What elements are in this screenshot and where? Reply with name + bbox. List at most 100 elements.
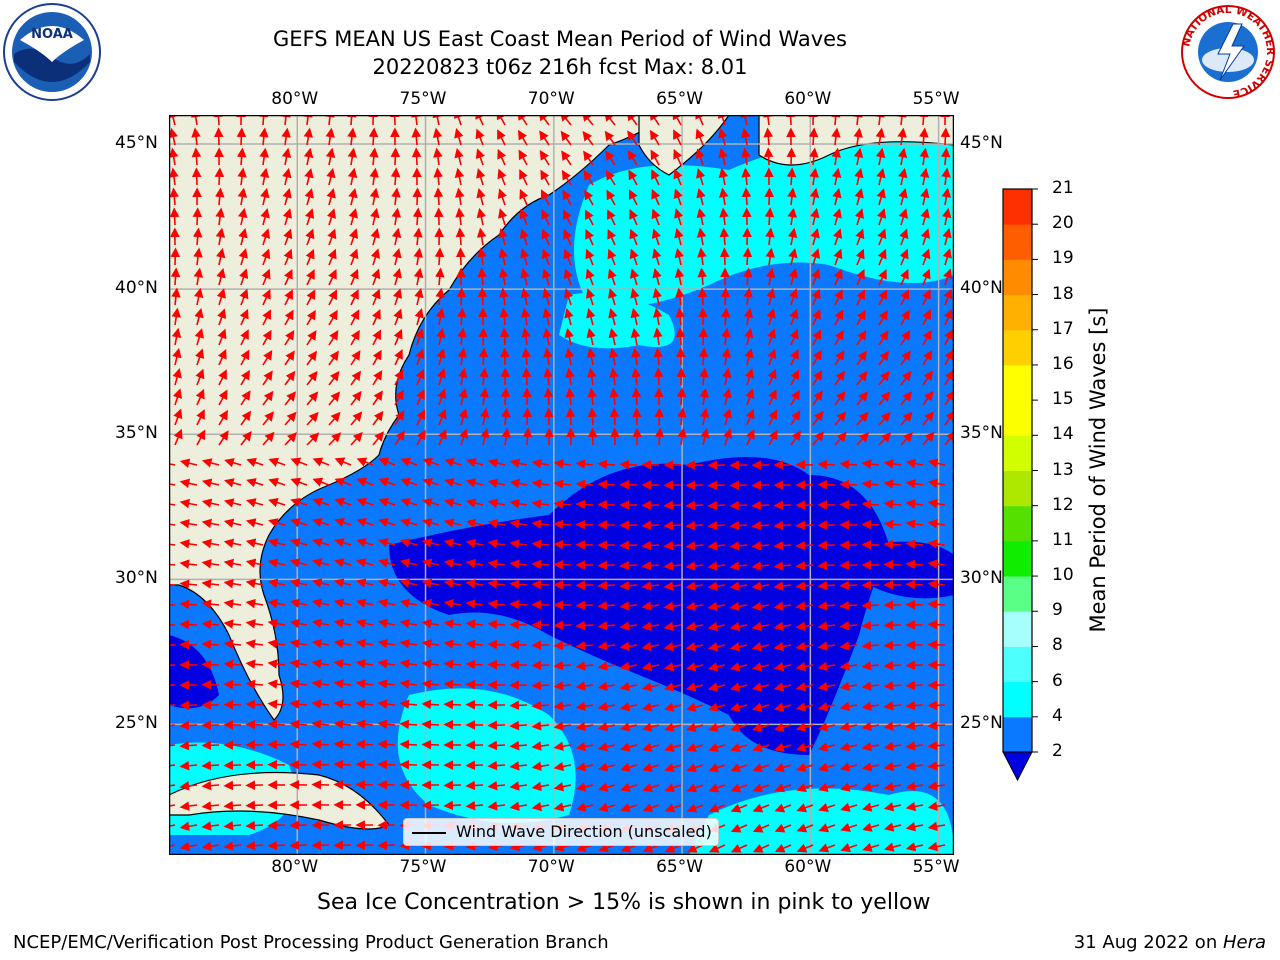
wind-wave-arrow [169, 563, 176, 566]
wind-wave-arrow [773, 500, 792, 511]
wind-wave-arrow [433, 167, 443, 186]
wind-wave-arrow [201, 740, 220, 751]
wind-wave-arrow [216, 288, 226, 306]
wind-wave-arrow [651, 228, 661, 246]
lat-tick-label: 30°N [960, 568, 1003, 589]
wind-wave-arrow [509, 720, 528, 731]
wind-wave-arrow [195, 368, 205, 386]
wind-wave-arrow [730, 783, 748, 793]
wind-wave-arrow [768, 389, 777, 406]
wind-wave-arrow [224, 458, 242, 468]
wind-wave-arrow [707, 621, 726, 632]
wind-wave-arrow [171, 307, 181, 326]
wind-wave-arrow [564, 307, 574, 326]
wind-wave-arrow [560, 115, 572, 126]
wind-wave-arrow [795, 560, 814, 571]
wind-wave-arrow [663, 682, 682, 692]
wind-wave-arrow [729, 520, 748, 531]
wind-wave-arrow [303, 127, 314, 146]
wind-wave-arrow [311, 618, 330, 629]
wind-wave-arrow [239, 308, 249, 326]
wind-wave-arrow [810, 228, 820, 246]
wind-wave-arrow [708, 803, 726, 813]
wind-wave-arrow [900, 330, 911, 346]
wind-wave-arrow [284, 350, 295, 366]
wind-wave-arrow [213, 115, 224, 126]
wind-wave-arrow [774, 803, 792, 813]
wind-wave-arrow [391, 187, 401, 206]
wind-wave-arrow [327, 248, 337, 266]
wind-wave-arrow [326, 167, 336, 186]
wind-wave-arrow [674, 247, 684, 266]
wind-wave-arrow [284, 330, 295, 346]
wind-wave-arrow [719, 207, 729, 226]
wind-wave-arrow [817, 601, 836, 611]
wind-wave-arrow [218, 430, 229, 446]
wind-wave-arrow [333, 699, 352, 709]
wind-wave-arrow [745, 388, 755, 406]
wind-wave-arrow [861, 701, 880, 711]
lat-tick-label: 35°N [960, 423, 1003, 444]
wind-wave-arrow [811, 309, 821, 326]
wind-wave-arrow [787, 207, 797, 226]
wind-wave-arrow [378, 538, 396, 548]
wind-wave-arrow [284, 370, 296, 386]
wind-wave-arrow [695, 128, 705, 146]
wind-wave-arrow [619, 641, 638, 651]
wind-wave-arrow [422, 477, 440, 488]
wind-wave-arrow [306, 411, 319, 426]
wind-wave-arrow [444, 498, 462, 508]
wind-wave-arrow [281, 115, 291, 126]
wind-wave-arrow [436, 348, 446, 366]
wind-wave-arrow [787, 227, 798, 246]
wind-wave-arrow [620, 762, 638, 772]
wind-wave-arrow [944, 390, 954, 406]
wind-wave-arrow [169, 115, 178, 126]
wind-wave-arrow [553, 519, 572, 530]
wind-wave-arrow [584, 189, 594, 206]
wind-wave-arrow [201, 478, 220, 488]
wind-wave-arrow [619, 681, 638, 692]
wind-wave-arrow [355, 719, 374, 729]
wind-wave-arrow [540, 189, 550, 206]
wind-wave-arrow [922, 411, 934, 426]
wind-wave-arrow [392, 247, 402, 266]
wind-wave-arrow [767, 368, 777, 386]
wind-wave-arrow [179, 579, 198, 589]
wind-wave-arrow [708, 763, 726, 773]
wind-wave-arrow [764, 207, 775, 226]
wind-wave-arrow [563, 268, 573, 286]
wind-wave-arrow [377, 840, 396, 851]
wind-wave-arrow [217, 328, 227, 346]
wind-wave-arrow [861, 640, 880, 651]
wind-wave-arrow [413, 267, 424, 286]
wind-wave-arrow [664, 803, 682, 813]
wind-wave-arrow [421, 618, 440, 629]
wind-wave-arrow [378, 497, 396, 507]
wind-wave-arrow [443, 679, 462, 690]
wind-wave-arrow [766, 308, 776, 326]
wind-wave-arrow [563, 228, 573, 246]
sea-ice-note: Sea Ice Concentration > 15% is shown in … [317, 890, 931, 915]
wind-wave-arrow [169, 784, 176, 787]
wind-wave-arrow [878, 269, 887, 286]
wind-wave-arrow [333, 658, 352, 669]
wind-wave-arrow [509, 478, 528, 489]
wind-wave-arrow [245, 578, 264, 589]
wind-wave-arrow [795, 581, 814, 591]
colorbar-segment [1003, 540, 1032, 577]
wind-wave-arrow [920, 208, 930, 226]
wind-wave-arrow [817, 641, 836, 651]
wind-wave-arrow [267, 820, 286, 831]
wind-wave-arrow [349, 228, 359, 246]
wind-wave-arrow [312, 497, 330, 507]
wind-wave-arrow [411, 115, 421, 126]
wind-wave-arrow [773, 561, 792, 571]
wind-wave-arrow [224, 478, 242, 488]
wind-wave-arrow [719, 187, 729, 206]
wind-wave-arrow [664, 742, 682, 752]
colorbar [1002, 188, 1038, 782]
wind-wave-arrow [218, 389, 228, 406]
wind-wave-arrow [652, 267, 662, 286]
wind-wave-arrow [817, 722, 836, 732]
